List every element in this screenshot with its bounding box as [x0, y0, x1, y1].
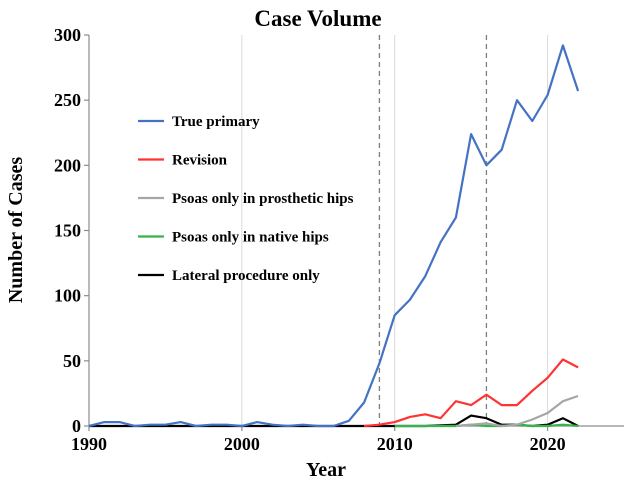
y-tick-label-0: 0 [72, 416, 81, 436]
y-tick-label-100: 100 [54, 286, 81, 306]
y-axis-title: Number of Cases [5, 157, 27, 304]
y-tick-label-250: 250 [54, 90, 81, 110]
x-tick-label-1990: 1990 [71, 434, 107, 454]
legend-label-lateral-procedure-only: Lateral procedure only [172, 268, 320, 284]
series-line-true-primary [88, 44, 580, 428]
y-tick-label-300: 300 [54, 25, 81, 45]
legend-label-revision: Revision [172, 153, 228, 169]
series-lines [88, 44, 580, 428]
x-tick-label-2000: 2000 [224, 434, 260, 454]
x-tick-label-2020: 2020 [530, 434, 566, 454]
x-tick-label-2010: 2010 [377, 434, 413, 454]
y-tick-label-150: 150 [54, 221, 81, 241]
legend-label-psoas-only-in-prosthetic-hips: Psoas only in prosthetic hips [172, 191, 354, 207]
y-tick-label-50: 50 [63, 351, 81, 371]
legend-label-psoas-only-in-native-hips: Psoas only in native hips [172, 230, 329, 246]
legend-label-true-primary: True primary [172, 114, 260, 130]
grid [241, 35, 549, 426]
series-line-revision [364, 358, 579, 428]
series-line-psoas-only-in-prosthetic-hips [455, 394, 579, 428]
y-tick-label-200: 200 [54, 155, 81, 175]
reference-lines [378, 35, 488, 426]
chart-title: Case Volume [254, 6, 381, 31]
legend: True primary Revision Psoas only in prosth… [138, 114, 354, 284]
axes: 0 50 100 150 200 250 300 1990 2000 2010 2020 [54, 25, 624, 454]
x-axis-title: Year [306, 459, 346, 481]
